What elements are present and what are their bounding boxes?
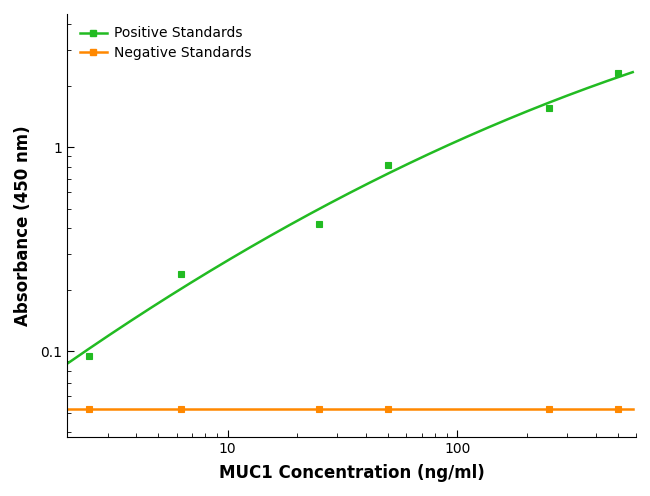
Negative Standards: [248, 406, 255, 412]
Negative Standards: [419, 406, 427, 412]
Positive Standards: [131, 315, 139, 321]
Negative Standards: [629, 406, 636, 412]
Negative Standards: [287, 406, 295, 412]
Line: Positive Standards: Positive Standards: [67, 72, 632, 364]
Legend: Positive Standards, Negative Standards: Positive Standards, Negative Standards: [74, 21, 257, 65]
Positive Standards: [474, 129, 482, 135]
Positive Standards: [248, 244, 255, 249]
Negative Standards: [474, 406, 482, 412]
Positive Standards: [419, 154, 427, 160]
Positive Standards: [63, 361, 71, 367]
Negative Standards: [471, 406, 479, 412]
Y-axis label: Absorbance (450 nm): Absorbance (450 nm): [14, 125, 32, 326]
Positive Standards: [287, 221, 295, 227]
Negative Standards: [63, 406, 71, 412]
Negative Standards: [131, 406, 139, 412]
Positive Standards: [629, 69, 636, 75]
Positive Standards: [471, 130, 479, 136]
X-axis label: MUC1 Concentration (ng/ml): MUC1 Concentration (ng/ml): [218, 464, 484, 482]
